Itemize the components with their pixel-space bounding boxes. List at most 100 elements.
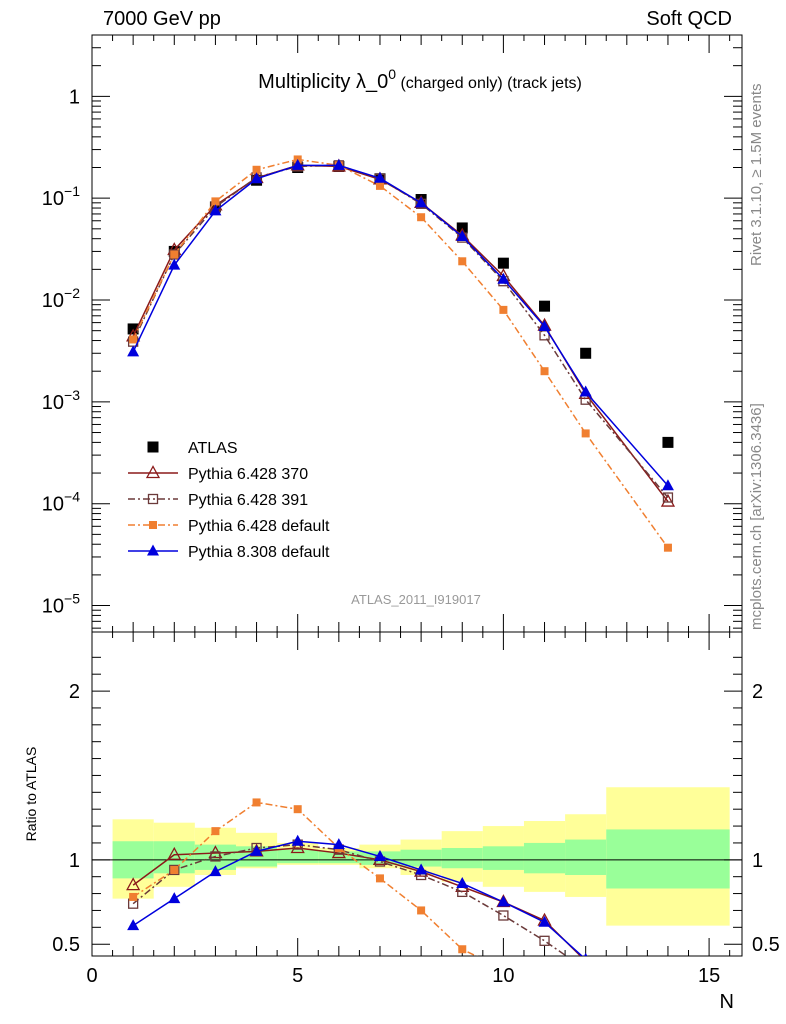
ratio-point-pythia-8-308-default bbox=[332, 838, 345, 850]
header-right-label: Soft QCD bbox=[646, 8, 732, 30]
main-point-pythia-8-308-default bbox=[168, 258, 181, 270]
y-tick-label: 10−5 bbox=[42, 591, 80, 618]
y-tick-label-right: 0.5 bbox=[752, 934, 780, 956]
main-point-pythia-6-428-default bbox=[170, 250, 179, 259]
band-inner bbox=[277, 849, 319, 864]
main-point-pythia-8-308-default bbox=[538, 319, 551, 331]
main-point-atlas bbox=[539, 300, 551, 312]
main-point-pythia-6-428-default bbox=[417, 213, 426, 222]
ratio-point-pythia-8-308-default bbox=[127, 919, 140, 931]
main-series-group bbox=[126, 155, 676, 552]
ratio-point-pythia-8-308-default bbox=[168, 892, 181, 904]
ratio-point-pythia-6-428-370 bbox=[167, 846, 182, 860]
legend-marker-pythia-6-428-370 bbox=[145, 465, 161, 479]
ratio-point-pythia-6-428-391 bbox=[498, 910, 509, 921]
main-point-pythia-6-428-default bbox=[458, 257, 467, 266]
ratio-point-pythia-6-428-391 bbox=[581, 965, 590, 974]
ratio-point-pythia-6-428-370 bbox=[126, 877, 141, 891]
main-point-atlas bbox=[580, 347, 592, 359]
y-tick-label: 10−2 bbox=[42, 285, 80, 312]
legend: ATLAS Pythia 6.428 370 Pythia 6.428 391 Pyt… bbox=[128, 440, 330, 561]
ratio-point-pythia-6-428-391 bbox=[539, 935, 550, 946]
main-point-atlas bbox=[662, 436, 674, 448]
ratio-point-pythia-6-428-391 bbox=[169, 864, 180, 876]
analysis-label: ATLAS_2011_I919017 bbox=[351, 592, 481, 607]
main-point-pythia-6-428-default bbox=[499, 305, 508, 314]
y-ticks-main bbox=[92, 34, 742, 629]
band-inner bbox=[606, 829, 730, 889]
legend-label-pythia-6-428-391: Pythia 6.428 391 bbox=[188, 492, 308, 509]
ratio-point-pythia-8-308-default bbox=[415, 863, 428, 875]
ratio-y-axis-label: Ratio to ATLAS bbox=[23, 747, 39, 842]
y-tick-label: 10−4 bbox=[42, 489, 80, 516]
ratio-point-pythia-6-428-default bbox=[293, 805, 302, 814]
ratio-series-line-pythia-6-428-391 bbox=[132, 843, 568, 956]
x-tick-label: 5 bbox=[292, 965, 303, 987]
band-inner bbox=[482, 846, 524, 870]
legend-marker-pythia-6-428-391 bbox=[147, 493, 159, 505]
main-point-atlas bbox=[497, 257, 509, 269]
x-tick-label: 15 bbox=[698, 965, 720, 987]
y-tick-label: 10−1 bbox=[42, 183, 80, 210]
ratio-point-pythia-6-428-default bbox=[541, 986, 549, 994]
legend-marker-atlas bbox=[147, 441, 159, 453]
y-tick-label-right: 1 bbox=[752, 850, 763, 872]
ratio-point-pythia-6-428-391 bbox=[663, 975, 672, 984]
band-inner bbox=[565, 839, 607, 875]
y-tick-label-left: 2 bbox=[69, 681, 80, 703]
ratio-point-pythia-8-308-default bbox=[497, 895, 510, 907]
chart-title: Multiplicity λ_00 (charged only) (track … bbox=[258, 66, 582, 93]
ratio-point-pythia-6-428-370 bbox=[662, 978, 674, 989]
main-point-pythia-8-308-default bbox=[579, 385, 592, 397]
ratio-point-pythia-6-428-default bbox=[582, 998, 590, 1006]
ratio-point-pythia-8-308-default bbox=[662, 961, 674, 972]
ratio-point-pythia-6-428-370 bbox=[290, 840, 305, 854]
y-tick-label-left: 0.5 bbox=[52, 934, 80, 956]
main-point-pythia-6-428-default bbox=[663, 543, 672, 552]
ratio-point-pythia-8-308-default bbox=[209, 865, 222, 877]
ratio-frame bbox=[91, 631, 743, 957]
ratio-point-pythia-6-428-default bbox=[375, 874, 384, 883]
y-tick-label: 10−3 bbox=[42, 387, 80, 414]
ratio-point-pythia-6-428-default bbox=[417, 906, 426, 915]
ratio-point-pythia-6-428-default bbox=[664, 1009, 672, 1017]
main-point-pythia-8-308-default bbox=[497, 272, 510, 284]
main-point-pythia-6-428-391 bbox=[662, 492, 674, 503]
main-point-pythia-6-428-default bbox=[211, 197, 220, 206]
x-ticks bbox=[91, 35, 731, 956]
main-point-pythia-8-308-default bbox=[661, 479, 674, 491]
y-tick-label-right: 2 bbox=[752, 681, 763, 703]
main-point-pythia-6-428-default bbox=[581, 429, 590, 438]
band-inner bbox=[523, 842, 566, 874]
y-tick-label: 1 bbox=[69, 86, 80, 108]
main-point-pythia-8-308-default bbox=[250, 172, 263, 184]
legend-marker-pythia-8-308-default bbox=[147, 544, 159, 556]
main-point-pythia-6-428-default bbox=[540, 367, 549, 376]
main-point-pythia-8-308-default bbox=[332, 158, 345, 170]
main-point-pythia-8-308-default bbox=[415, 196, 428, 208]
ratio-point-pythia-8-308-default bbox=[456, 876, 469, 888]
legend-label-pythia-6-428-default: Pythia 6.428 default bbox=[188, 518, 330, 535]
legend-marker-pythia-6-428-default bbox=[149, 521, 157, 529]
main-point-pythia-6-428-default bbox=[129, 335, 138, 344]
main-frame bbox=[91, 34, 743, 633]
x-tick-label: 10 bbox=[492, 965, 514, 987]
main-point-pythia-8-308-default bbox=[127, 345, 140, 357]
legend-label-pythia-6-428-370: Pythia 6.428 370 bbox=[188, 466, 308, 483]
x-axis-label: N bbox=[720, 991, 734, 1013]
ratio-point-pythia-8-308-default bbox=[583, 952, 588, 956]
header-left-label: 7000 GeV pp bbox=[103, 8, 221, 30]
ratio-bands bbox=[112, 787, 730, 926]
ratio-series-group bbox=[126, 798, 674, 1017]
main-point-pythia-8-308-default bbox=[456, 230, 469, 242]
main-point-pythia-6-428-default bbox=[252, 165, 261, 174]
ratio-point-pythia-6-428-default bbox=[170, 865, 179, 874]
ratio-point-pythia-8-308-default bbox=[291, 834, 304, 846]
ratio-point-pythia-6-428-default bbox=[458, 945, 467, 954]
main-point-pythia-6-428-default bbox=[375, 181, 384, 190]
main-point-pythia-8-308-default bbox=[373, 171, 386, 183]
main-point-pythia-8-308-default bbox=[291, 158, 304, 170]
legend-label-atlas: ATLAS bbox=[188, 440, 238, 457]
ratio-point-pythia-8-308-default bbox=[250, 844, 263, 856]
